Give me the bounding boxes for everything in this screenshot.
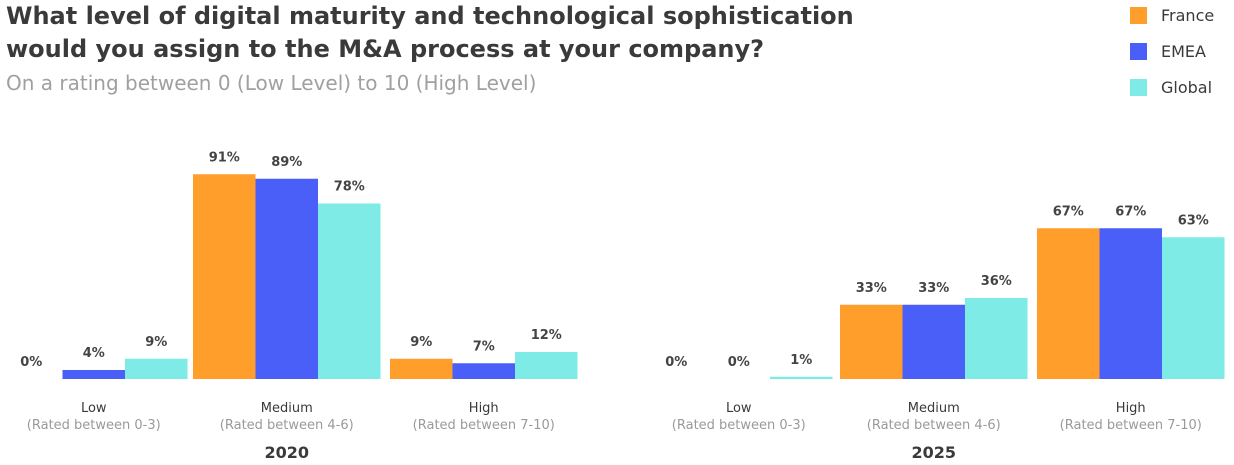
chart-2025-value-label-low-france: 0% — [665, 355, 687, 370]
chart-2025-value-label-medium-global: 36% — [981, 274, 1012, 289]
chart-2025-category-label-low: Low — [726, 401, 752, 416]
legend-swatch-france — [1130, 7, 1147, 24]
legend-item-emea: EMEA — [1130, 42, 1214, 61]
chart-2020-category-sublabel-low: (Rated between 0-3) — [27, 418, 161, 433]
chart-2020-value-label-low-emea: 4% — [83, 346, 105, 361]
chart-2020-category-sublabel-medium: (Rated between 4-6) — [220, 418, 354, 433]
chart-2020-bar-medium-france — [193, 174, 256, 379]
chart-2020-value-label-medium-emea: 89% — [271, 155, 302, 170]
chart-2025-category-sublabel-high: (Rated between 7-10) — [1060, 418, 1202, 433]
chart-2025-bar-medium-france — [840, 304, 903, 379]
chart-2020-bar-low-global — [125, 358, 188, 379]
chart-2020-value-label-low-france: 0% — [20, 355, 42, 370]
legend: France EMEA Global — [1130, 6, 1214, 114]
chart-2025-value-label-medium-emea: 33% — [918, 281, 949, 296]
chart-2025-value-label-low-emea: 0% — [728, 355, 750, 370]
chart-2025-bar-high-global — [1162, 237, 1225, 379]
legend-swatch-global — [1130, 79, 1147, 96]
chart-2020-value-label-high-emea: 7% — [473, 339, 495, 354]
legend-label-emea: EMEA — [1161, 42, 1206, 61]
chart-2025-value-label-high-france: 67% — [1053, 204, 1084, 219]
chart-2025-value-label-medium-france: 33% — [856, 281, 887, 296]
chart-2020-bar-medium-emea — [255, 178, 318, 379]
chart-subtitle: On a rating between 0 (Low Level) to 10 … — [6, 71, 537, 95]
chart-2025-bar-low-global — [770, 376, 833, 379]
legend-label-global: Global — [1161, 78, 1213, 97]
chart-2025-bar-medium-emea — [902, 304, 965, 379]
chart-2020-value-label-high-global: 12% — [531, 328, 562, 343]
legend-swatch-emea — [1130, 43, 1147, 60]
chart-2020-category-label-low: Low — [81, 401, 107, 416]
chart-2020-bar-high-global — [515, 352, 578, 379]
chart-2020-category-sublabel-high: (Rated between 7-10) — [413, 418, 555, 433]
chart-2025-value-label-low-global: 1% — [790, 353, 812, 368]
chart-2025-category-label-high: High — [1116, 401, 1146, 416]
chart-2025-bar-high-emea — [1099, 228, 1162, 379]
chart-2025-bar-high-france — [1037, 228, 1100, 379]
legend-label-france: France — [1161, 6, 1215, 25]
chart-2025-bar-medium-global — [965, 298, 1028, 379]
chart-2025-value-label-high-emea: 67% — [1115, 204, 1146, 219]
chart-2020-category-label-medium: Medium — [261, 401, 313, 416]
legend-item-france: France — [1130, 6, 1214, 25]
chart-title-line-2: would you assign to the M&A process at y… — [6, 35, 765, 63]
chart-2020-bar-high-emea — [452, 363, 515, 379]
chart-2020-value-label-medium-global: 78% — [334, 180, 365, 195]
chart-2020-bar-high-france — [390, 358, 453, 379]
chart-2020-value-label-low-global: 9% — [145, 335, 167, 350]
chart-2025-category-sublabel-medium: (Rated between 4-6) — [867, 418, 1001, 433]
chart-2020-value-label-high-france: 9% — [410, 335, 432, 350]
chart-2020-value-label-medium-france: 91% — [209, 150, 240, 165]
chart-2025-category-label-medium: Medium — [908, 401, 960, 416]
chart-title: What level of digital maturity and techn… — [6, 0, 1006, 66]
chart-2020-category-label-high: High — [469, 401, 499, 416]
chart-2025-year-label: 2025 — [911, 443, 956, 462]
chart-2025-category-sublabel-low: (Rated between 0-3) — [672, 418, 806, 433]
chart-2020-year-label: 2020 — [264, 443, 309, 462]
chart-2020-bar-low-emea — [62, 370, 125, 379]
chart-2020-bar-medium-global — [318, 203, 381, 379]
chart-title-line-1: What level of digital maturity and techn… — [6, 2, 854, 30]
chart-2025-value-label-high-global: 63% — [1178, 213, 1209, 228]
legend-item-global: Global — [1130, 78, 1214, 97]
